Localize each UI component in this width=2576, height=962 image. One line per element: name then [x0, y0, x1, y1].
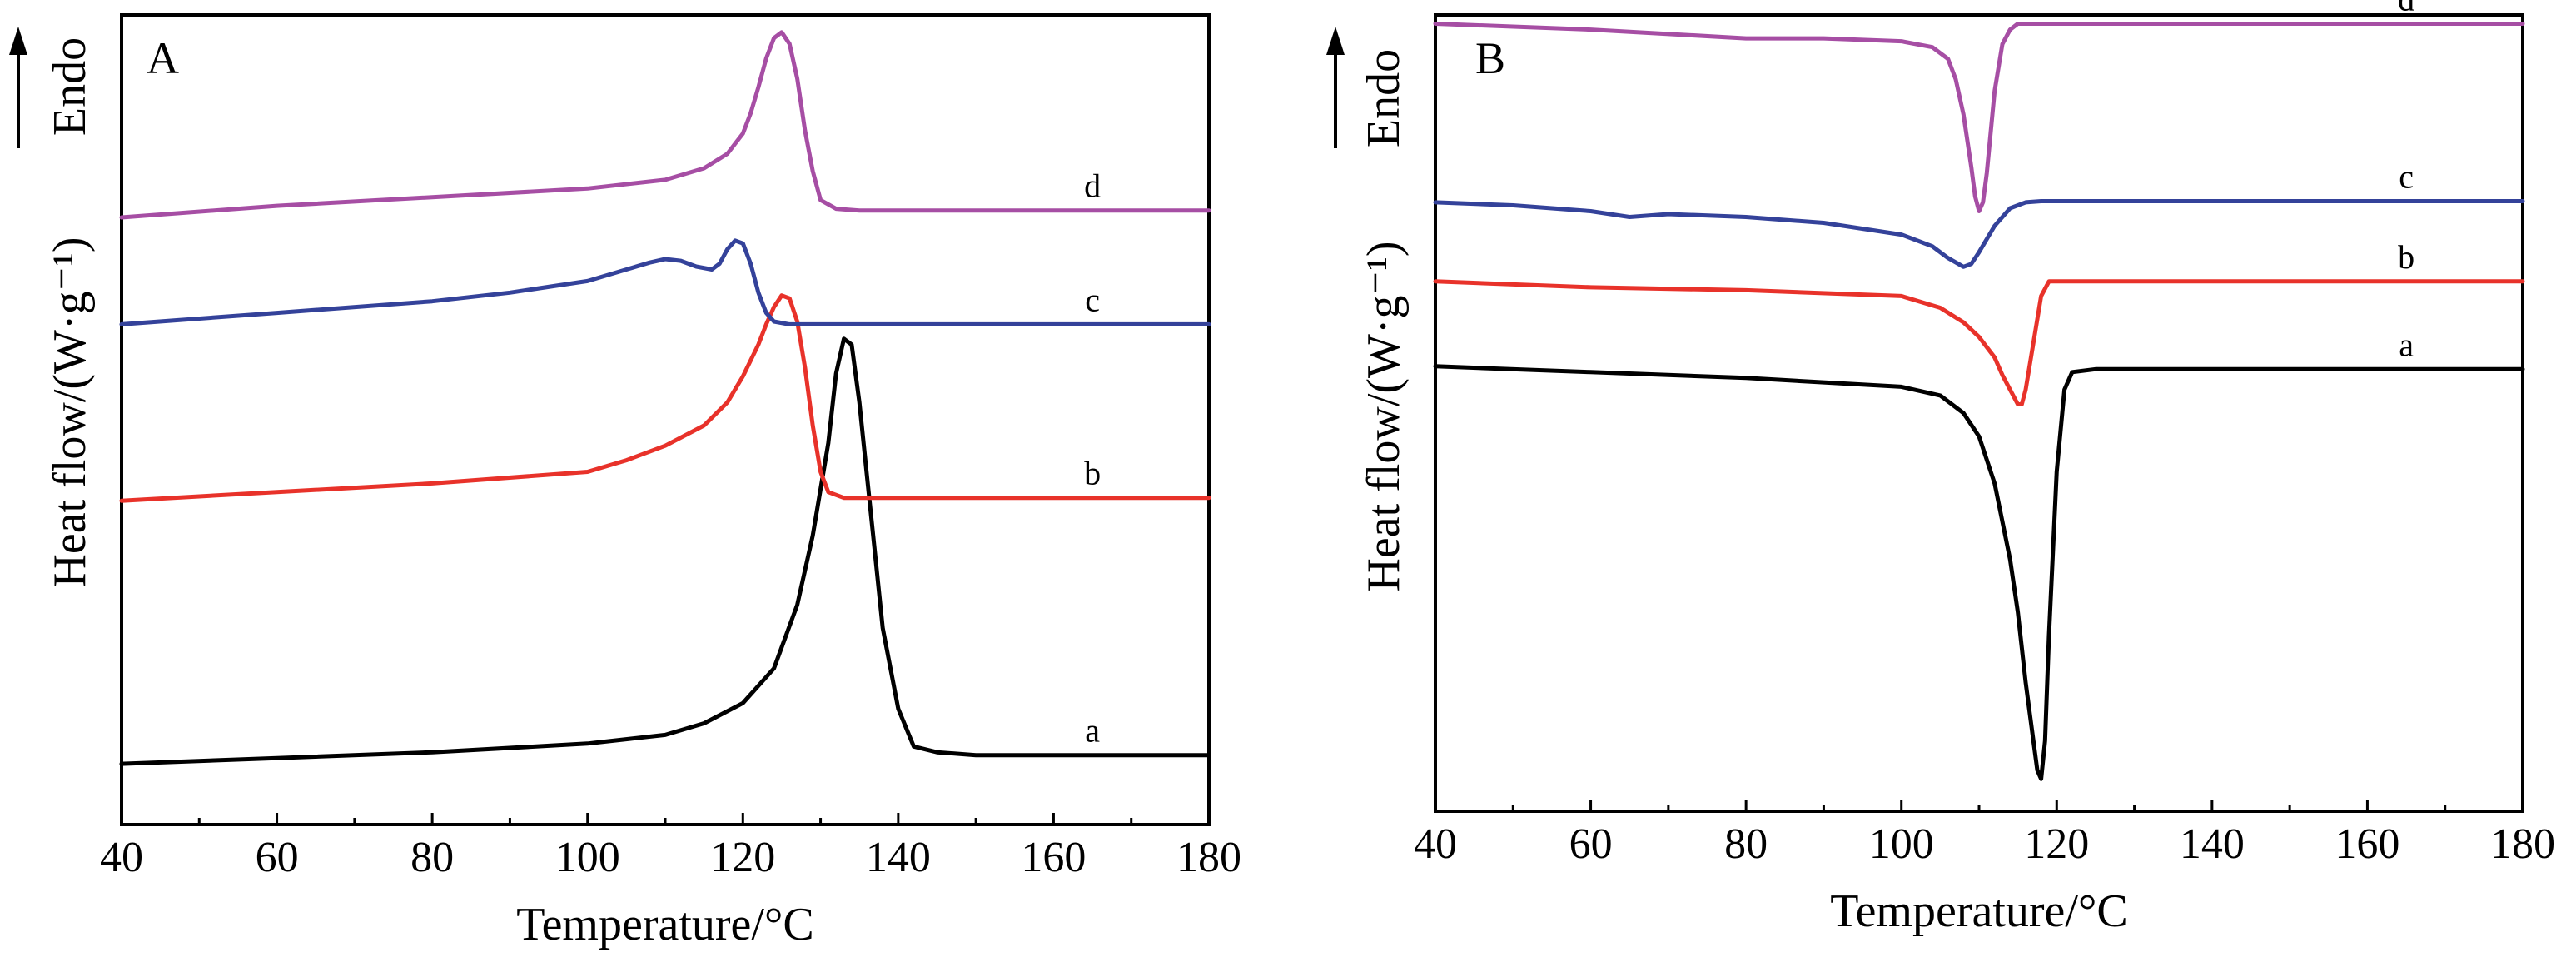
panel-a-x-axis-title: Temperature/°C [516, 899, 813, 950]
panel-b-frame [1434, 13, 2524, 813]
panel-a-y-axis-title: Heat flow/(W·g⁻¹) [44, 237, 96, 587]
panel-a-curve-a [119, 336, 1211, 766]
panel-b-x-tick-label: 180 [2490, 820, 2555, 868]
panel-a-endo-indicator: Endo [9, 27, 96, 148]
panel-a-frame [120, 13, 1211, 826]
panel-b-x-tick-label: 100 [1869, 820, 1934, 868]
panel-b-endo-indicator: Endo [1326, 27, 1410, 148]
panel-a-x-tick-label: 40 [100, 834, 143, 881]
panel-a-x-tick-label: 140 [866, 834, 931, 881]
panel-a-x-tick-label: 120 [710, 834, 775, 881]
panel-b-curve-a [1433, 364, 2525, 781]
panel-b-endo-arrow-head [1326, 27, 1345, 55]
panel-b-curve-b [1433, 279, 2525, 406]
panel-b-x-axis-title: Temperature/°C [1830, 885, 2127, 937]
panel-a-curve-c [119, 238, 1211, 326]
panel-b-curve-d [1433, 22, 2525, 213]
panel-b-x-tick-label: 140 [2180, 820, 2245, 868]
panel-b-x-tick-label: 120 [2024, 820, 2089, 868]
panel-b-x-ticks: 40 60 80 100 120 140 160 180 [1414, 800, 2555, 868]
panel-b-x-tick-label: 60 [1569, 820, 1613, 868]
panel-a: A Endo Heat flow/(W·g⁻¹) Temperature/°C … [9, 13, 1241, 950]
panel-a-x-ticks: 40 60 80 100 120 140 160 180 [100, 813, 1241, 881]
panel-a-label: A [147, 33, 179, 83]
panel-b-curve-label-a: a [2399, 326, 2414, 363]
panel-a-endo-label: Endo [44, 37, 96, 136]
panel-a-curve-label-c: c [1085, 281, 1100, 318]
panel-b-curve-c [1433, 199, 2525, 269]
panel-a-curve-label-d: d [1084, 167, 1101, 205]
panel-b-label: B [1475, 33, 1505, 83]
panel-a-curves: a b c d [119, 30, 1211, 766]
panel-a-curve-label-b: b [1084, 455, 1101, 492]
panel-a-x-tick-label: 160 [1021, 834, 1086, 881]
panel-a-curve-label-a: a [1085, 712, 1100, 750]
panel-a-curve-b [119, 293, 1211, 503]
panel-b-x-tick-label: 40 [1414, 820, 1457, 868]
panel-b-curve-label-b: b [2398, 238, 2414, 276]
panel-b-curve-label-d: d [2398, 0, 2414, 18]
panel-b-endo-label: Endo [1358, 49, 1410, 147]
panel-a-endo-arrow-head [9, 27, 27, 55]
panel-b-x-tick-label: 160 [2335, 820, 2399, 868]
panel-b-x-tick-label: 80 [1724, 820, 1768, 868]
panel-b: B Endo Heat flow/(W·g⁻¹) Temperature/°C … [1326, 0, 2555, 937]
panel-a-x-tick-label: 80 [410, 834, 454, 881]
panel-a-curve-d [119, 30, 1211, 220]
panel-b-y-axis-title: Heat flow/(W·g⁻¹) [1358, 241, 1410, 591]
panel-a-x-tick-label: 60 [256, 834, 299, 881]
panel-a-x-tick-label: 100 [555, 834, 620, 881]
panel-b-curve-label-c: c [2399, 158, 2414, 196]
panel-b-curves: a b c d [1433, 0, 2525, 781]
panel-a-x-tick-label: 180 [1176, 834, 1241, 881]
